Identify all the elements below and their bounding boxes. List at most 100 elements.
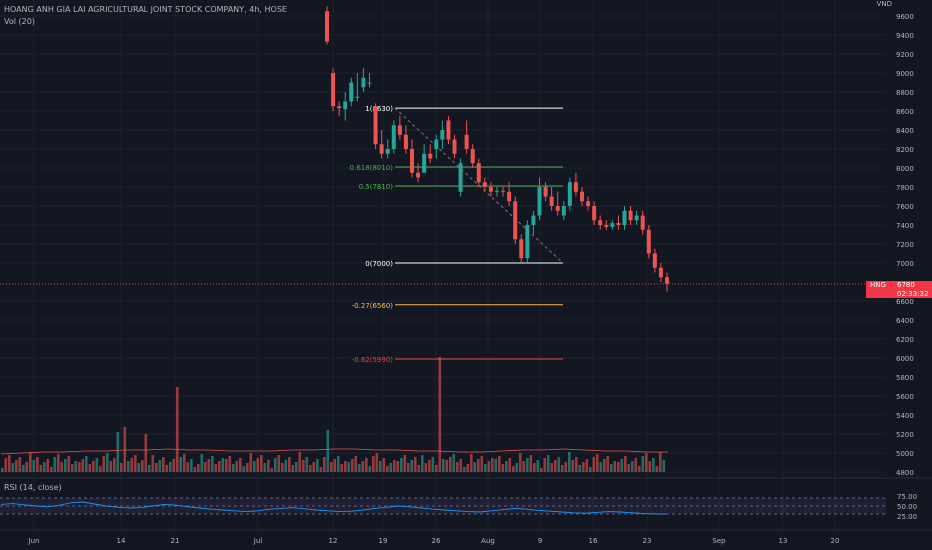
volume-bar [39,465,43,472]
price-tick-label: 8400 [896,127,914,135]
candle-body [373,106,378,145]
volume-bar [228,456,232,472]
volume-bar [88,464,92,472]
volume-bar [655,466,659,472]
volume-bar [260,455,263,472]
volume-bar [60,462,64,472]
candle-body [397,125,402,135]
volume-bar [585,459,589,472]
volume-bar [270,468,274,472]
volume-bar [193,467,197,472]
candle-body [519,239,524,259]
price-tick-label: 6600 [896,298,914,306]
volume-bar [557,457,561,472]
time-tick-label: 16 [589,537,598,545]
volume-bar [74,461,78,472]
candle-body [507,191,512,202]
volume-bar [396,461,400,472]
volume-bar [333,459,337,472]
chart-title: HOANG ANH GIA LAI AGRICULTURAL JOINT STO… [4,5,287,14]
volume-bar [32,460,36,472]
volume-bar [326,430,330,472]
candle-body [567,182,572,206]
volume-bar [151,455,155,472]
candle-body [543,187,548,197]
volume-bar [291,465,295,472]
candle-body [391,125,396,149]
volume-bar [354,456,358,472]
price-tick-label: 9200 [896,51,914,59]
rsi-tick-label: 25.00 [897,513,917,521]
volume-bar [610,464,613,472]
volume-bar [288,457,291,472]
volume-bar [284,460,288,472]
volume-bar [512,466,515,472]
volume-bar [606,456,610,472]
volume-bar [491,458,494,472]
volume-bar [67,456,71,472]
time-tick-label: 19 [379,537,388,545]
volume-bar [456,462,459,472]
volume-bar [256,458,260,472]
volume-bar [235,461,239,472]
volume-bar [113,458,116,472]
volume-bar [452,454,456,472]
volume-bar [431,457,435,472]
time-tick-label: 12 [329,537,338,545]
volume-bar [638,466,641,472]
volume-bar [207,459,211,472]
volume-bar [379,461,382,472]
volume-bar [309,465,312,472]
candle-body [652,253,657,268]
volume-bar [459,459,463,472]
candle-body [464,134,469,149]
volume-bar [533,463,536,472]
volume-bar [466,464,470,472]
volume-bar [295,462,298,472]
candle-body [422,153,427,173]
volume-bar [22,465,25,472]
rsi-legend: RSI (14, close) [4,483,62,492]
last-price-badge [866,281,932,298]
volume-bar [662,460,666,472]
volume-bar [43,462,46,472]
volume-bar [232,464,235,472]
price-tick-label: 7000 [896,260,914,268]
volume-bar [99,466,102,472]
volume-bar [561,465,564,472]
volume-bar [347,462,351,472]
candle-body [561,206,566,216]
candle-body [555,206,560,211]
volume-bar [106,453,109,472]
volume-bar [428,460,431,472]
volume-bar [85,456,88,472]
fib-label: -0.27(6560) [352,302,394,310]
volume-bar [477,459,480,472]
volume-bar [407,463,410,472]
candle-body [355,96,360,98]
time-tick-label: 21 [171,537,180,545]
price-tick-label: 7600 [896,203,914,211]
candle-body [646,229,651,254]
candle-body [586,201,591,206]
volume-bar [225,459,228,472]
volume-bar [603,459,606,472]
candle-timer: 02:33:32 [897,290,929,298]
price-tick-label: 5400 [896,412,914,420]
volume-bar [330,462,333,472]
volume-bar [596,454,599,472]
price-tick-label: 5000 [896,450,914,458]
volume-bar [214,464,218,472]
currency-label: VND [876,0,892,8]
volume-bar [484,464,487,472]
volume-bar [186,462,190,472]
volume-bar [316,459,319,472]
volume-bar [438,357,442,472]
volume-bar [613,461,617,472]
volume-bar [302,460,305,472]
volume-bar [179,457,183,472]
volume-bar [221,458,225,472]
volume-bar [634,458,638,472]
time-tick-label: 20 [831,537,840,545]
